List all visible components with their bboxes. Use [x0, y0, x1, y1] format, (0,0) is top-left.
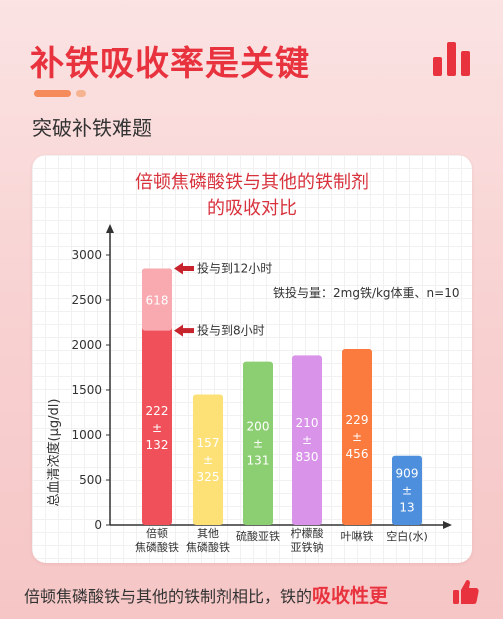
bar-value-label: 200: [247, 419, 270, 433]
annotation-arrow-head: [174, 324, 183, 337]
annotation-arrow-shaft: [182, 328, 194, 334]
bar-value-label: ±: [402, 483, 412, 497]
y-tick-label: 2500: [71, 293, 102, 307]
y-tick-label: 500: [79, 473, 102, 487]
bar: [342, 349, 372, 525]
x-axis-arrow: [443, 521, 452, 529]
bar-value-label: ±: [152, 421, 162, 435]
annotation-arrow-head: [174, 262, 183, 275]
x-tick-label: 倍顿: [146, 526, 168, 540]
bar-value-label: 210: [296, 416, 319, 430]
y-tick-label: 3000: [71, 248, 102, 262]
y-tick-label: 2000: [71, 338, 102, 352]
footer-text: 倍顿焦磷酸铁与其他的铁制剂相比，铁的: [24, 587, 313, 606]
x-tick-label: 叶啉铁: [341, 530, 374, 543]
bar-value-label: ±: [203, 453, 213, 467]
footer-highlight: 吸收性更: [312, 585, 389, 607]
chart-title-line2: 的吸收对比: [207, 198, 297, 219]
x-tick-label: 其他: [197, 527, 219, 540]
bar: [193, 394, 223, 525]
x-tick-label: 硫酸亚铁: [236, 529, 280, 543]
x-tick-label: 空白(水): [386, 529, 428, 543]
chart-note: 铁投与量：2mg铁/kg体重、n=10: [273, 285, 459, 300]
bar-value-label: 132: [146, 438, 169, 452]
bar: [142, 268, 172, 525]
x-tick-label: 焦磷酸铁: [135, 540, 179, 554]
accent-line: [34, 90, 86, 97]
page-title: 补铁吸收率是关键: [30, 44, 310, 84]
bar-value-label: 456: [346, 447, 369, 461]
bar-value-label: ±: [302, 433, 312, 447]
bar-value-label: 830: [296, 450, 319, 464]
bar-chart-icon: [433, 42, 470, 76]
page-subtitle: 突破补铁难题: [32, 116, 152, 140]
bar-segment-upper: [142, 268, 172, 331]
bar-value-label: 13: [399, 500, 414, 514]
bar-value-label: 222: [146, 404, 169, 418]
bar-value-label: 325: [197, 470, 220, 484]
bar: [392, 455, 422, 525]
annotation-arrow-shaft: [182, 266, 194, 271]
bar-value-label: ±: [253, 436, 263, 450]
y-tick-label: 1500: [71, 383, 102, 397]
annotation-label: 投与到8小时: [197, 323, 265, 338]
y-axis-title: 总血清浓度(μg/dl): [46, 399, 62, 507]
bar-value-label: 157: [197, 436, 220, 450]
chart-title-line1: 倍顿焦磷酸铁与其他的铁制剂: [135, 172, 369, 193]
bar: [243, 361, 273, 525]
x-tick-label: 柠檬酸: [291, 526, 324, 540]
bar-value-label: 131: [247, 453, 270, 467]
y-tick-label: 0: [94, 518, 102, 532]
y-axis-arrow: [106, 224, 114, 233]
bar-segment-label: 618: [146, 294, 169, 308]
bar-value-label: ±: [352, 430, 362, 444]
annotation-label: 投与到12小时: [197, 261, 272, 276]
footer-caption: 倍顿焦磷酸铁与其他的铁制剂相比，铁的吸收性更: [24, 581, 388, 608]
x-tick-label: 焦磷酸铁: [186, 540, 230, 554]
x-tick-label: 亚铁钠: [291, 540, 324, 554]
bar: [292, 355, 322, 525]
y-tick-label: 1000: [71, 428, 102, 442]
thumbs-up-icon: [453, 579, 479, 604]
bar-value-label: 229: [346, 413, 369, 427]
bar-value-label: 909: [396, 466, 419, 480]
